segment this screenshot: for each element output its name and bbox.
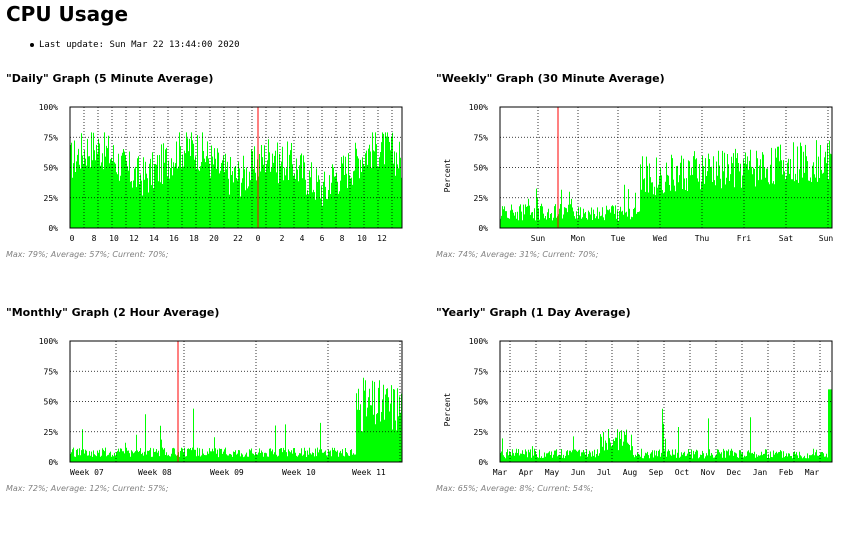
y-tick-label: 100% [39,103,58,112]
x-tick-label: 16 [169,234,179,243]
x-tick-label: Dec [727,468,742,477]
x-tick-label: 8 [340,234,345,243]
x-tick-label: Mar [493,468,508,477]
yearly-graph-panel: "Yearly" Graph (1 Day Average) 100% 75% 50… [436,306,856,536]
y-tick-label: 25% [474,428,489,437]
monthly-graph-stats: Max: 72%; Average: 12%; Current: 57%; [6,484,169,493]
y-tick-label: 0% [478,224,488,233]
page-title: CPU Usage [6,2,129,26]
x-tick-label: Feb [779,468,794,477]
last-update: Last update: Sun Mar 22 13:44:00 2020 [30,40,239,50]
y-tick-label: 75% [44,133,59,142]
usage-area [500,389,832,462]
yearly-graph-title: "Yearly" Graph (1 Day Average) [436,306,631,319]
x-tick-label: Aug [623,468,638,477]
x-tick-label: Fri [737,234,752,243]
x-tick-label: Oct [675,468,690,477]
x-tick-label: 2 [280,234,285,243]
y-tick-label: 100% [469,103,488,112]
plot-frame [69,340,403,463]
plot-frame [499,106,833,229]
plot-frame [499,340,833,463]
x-tick-label: 10 [357,234,367,243]
x-tick-label: Sun [531,234,546,243]
x-tick-label: May [545,468,560,477]
yearly-graph-chart: 100% 75% 50% 25% 0% Mar Apr May Jun Jul Aug Sep Oct N… [443,337,833,477]
y-tick-label: 0% [478,458,488,467]
x-tick-label: Week 09 [210,468,244,477]
y-tick-label: 25% [474,194,489,203]
y-tick-label: 0% [48,224,58,233]
x-tick-label: Week 08 [138,468,172,477]
y-tick-label: 25% [44,428,59,437]
x-tick-label: Apr [519,468,534,477]
x-tick-label: Week 11 [352,468,386,477]
x-tick-label: 18 [189,234,199,243]
x-tick-label: 20 [209,234,219,243]
y-tick-label: 50% [44,164,59,173]
usage-area [70,377,402,462]
x-tick-label: Week 07 [70,468,104,477]
y-tick-label: 25% [44,194,59,203]
x-tick-label: Jul [597,468,612,477]
usage-area [500,140,832,228]
x-tick-label: 12 [129,234,139,243]
y-axis-title: Percent [443,158,452,192]
x-tick-label: 14 [149,234,159,243]
weekly-graph-stats: Max: 74%; Average: 31%; Current: 70%; [436,250,599,259]
x-tick-label: 22 [233,234,243,243]
daily-graph-chart: 100% 75% 50% 25% 0% 0 8 10 12 14 16 18 20 22 0 2 4 6 8 10 12 [39,103,403,243]
x-tick-label: Mar [805,468,820,477]
monthly-graph-panel: "Monthly" Graph (2 Hour Average) 100% 75%… [6,306,426,536]
x-tick-label: Tue [611,234,626,243]
daily-graph-panel: "Daily" Graph (5 Minute Average) 100% 75%… [6,72,426,302]
x-tick-label: 0 [70,234,75,243]
x-tick-label: Week 10 [282,468,316,477]
y-tick-label: 50% [474,164,489,173]
weekly-graph-title: "Weekly" Graph (30 Minute Average) [436,72,665,85]
last-update-text: Last update: Sun Mar 22 13:44:00 2020 [39,40,240,50]
x-tick-label: 6 [320,234,325,243]
x-tick-label: 4 [300,234,305,243]
x-tick-label: 0 [256,234,261,243]
y-tick-label: 75% [44,367,59,376]
x-tick-label: Thu [695,234,710,243]
usage-area [70,132,402,228]
x-tick-label: Sep [649,468,664,477]
bullet-icon [30,42,34,47]
x-tick-label: 10 [109,234,119,243]
x-tick-label: Nov [701,468,716,477]
yearly-graph-stats: Max: 65%; Average: 8%; Current: 54%; [436,484,594,493]
monthly-graph-chart: 100% 75% 50% 25% 0% Week 07 Week 08 Week 09 Week… [39,337,403,477]
y-tick-label: 50% [474,398,489,407]
y-tick-label: 75% [474,367,489,376]
x-tick-label: Sat [779,234,794,243]
y-tick-label: 0% [48,458,58,467]
x-tick-label: 12 [377,234,387,243]
y-tick-label: 100% [39,337,58,346]
x-tick-label: 8 [92,234,97,243]
y-axis-title: Percent [443,392,452,426]
x-tick-label: Jan [753,468,768,477]
y-tick-label: 75% [474,133,489,142]
weekly-graph-panel: "Weekly" Graph (30 Minute Average) 100% 7… [436,72,856,302]
plot-frame [69,106,403,229]
y-tick-label: 50% [44,398,59,407]
weekly-graph-chart: 100% 75% 50% 25% 0% Sun Mon Tue Wed Thu Fri Sat Sun P… [443,103,834,243]
monthly-graph-title: "Monthly" Graph (2 Hour Average) [6,306,220,319]
x-tick-label: Mon [571,234,586,243]
x-tick-label: Sun [819,234,834,243]
x-tick-label: Jun [571,468,586,477]
x-tick-label: Wed [653,234,668,243]
y-tick-label: 100% [469,337,488,346]
daily-graph-title: "Daily" Graph (5 Minute Average) [6,72,214,85]
daily-graph-stats: Max: 79%; Average: 57%; Current: 70%; [6,250,169,259]
